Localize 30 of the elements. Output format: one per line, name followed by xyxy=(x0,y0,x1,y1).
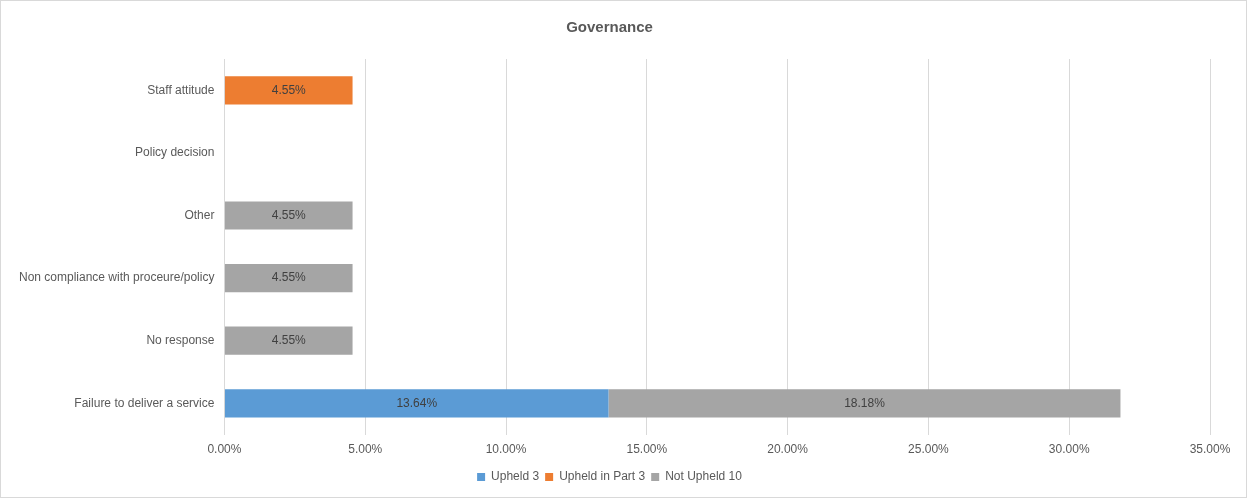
bar xyxy=(224,389,609,418)
data-label: 4.55% xyxy=(271,207,307,222)
y-tick-label: No response xyxy=(146,333,215,348)
x-tick-label: 5.00% xyxy=(348,442,383,457)
bar xyxy=(224,326,353,355)
legend-label: Upheld 3 xyxy=(491,469,540,484)
legend-label: Not Upheld 10 xyxy=(665,469,743,484)
data-label: 4.55% xyxy=(271,270,307,285)
y-tick-label: Non compliance with proceure/policy xyxy=(18,270,215,285)
data-label: 13.64% xyxy=(396,395,438,410)
x-tick-label: 25.00% xyxy=(908,442,950,457)
x-tick-label: 20.00% xyxy=(767,442,809,457)
bar xyxy=(608,389,1121,418)
y-tick-label: Other xyxy=(184,207,215,222)
data-label: 4.55% xyxy=(271,333,307,348)
bar xyxy=(224,76,353,105)
bar xyxy=(224,201,353,230)
y-tick-label: Failure to deliver a service xyxy=(74,395,215,410)
x-tick-label: 10.00% xyxy=(485,442,527,457)
chart-title: Governance xyxy=(566,18,653,36)
x-tick-label: 30.00% xyxy=(1048,442,1090,457)
legend-label: Upheld in Part 3 xyxy=(559,469,646,484)
y-tick-label: Staff attitude xyxy=(147,82,215,97)
x-tick-label: 35.00% xyxy=(1189,442,1231,457)
data-label: 18.18% xyxy=(844,395,886,410)
bar xyxy=(224,264,353,293)
data-label: 4.55% xyxy=(271,82,307,97)
x-tick-label: 15.00% xyxy=(626,442,668,457)
y-tick-label: Policy decision xyxy=(135,145,215,160)
x-tick-label: 0.00% xyxy=(207,442,242,457)
